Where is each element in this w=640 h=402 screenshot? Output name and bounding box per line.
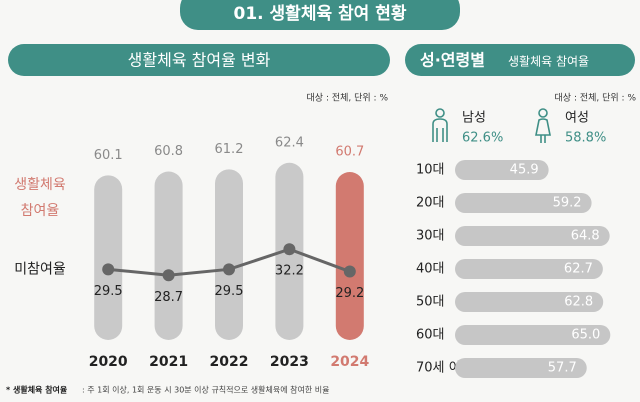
bar-value-label: 60.7	[335, 145, 364, 160]
bar	[455, 226, 610, 246]
bar-value-label: 45.9	[510, 163, 539, 178]
bar-value-label: 62.8	[564, 295, 593, 310]
y-tick-label: 50대	[416, 295, 445, 310]
line-value-label: 28.7	[154, 290, 183, 305]
footnote-text: : 주 1회 이상, 1회 운동 시 30분 이상 규칙적으로 생활체육에 참여…	[82, 385, 329, 395]
line-value-label: 29.5	[215, 284, 244, 299]
bar-value-label: 62.4	[275, 135, 304, 150]
bar-value-label: 57.7	[548, 361, 577, 376]
legend-label: 생활체육 참여율	[14, 177, 66, 219]
gender-value: 58.8%	[565, 131, 606, 146]
x-tick-label: 2021	[149, 354, 188, 370]
x-tick-label: 2020	[89, 354, 128, 370]
bar	[215, 169, 243, 340]
line-point	[223, 263, 235, 276]
bar	[94, 175, 123, 340]
male-icon	[432, 108, 448, 142]
line-point	[343, 265, 356, 278]
bar-value-label: 65.0	[571, 328, 600, 343]
bar-value-label: 60.8	[154, 144, 183, 159]
female-icon	[535, 108, 551, 143]
header-title: 01. 생활체육 참여 현황	[234, 3, 407, 24]
bar	[335, 172, 364, 340]
x-tick-label: 2024	[330, 354, 369, 370]
line-value-label: 29.2	[335, 286, 364, 301]
bar	[455, 259, 603, 279]
line-point	[102, 263, 115, 276]
gender-value: 62.6%	[462, 131, 503, 146]
legend-label: 미참여율	[14, 261, 66, 277]
x-tick-label: 2023	[270, 354, 309, 370]
bar-value-label: 64.8	[571, 229, 600, 244]
line-point	[162, 269, 175, 282]
x-tick-label: 2022	[210, 354, 249, 370]
panel-title: 생활체육 참여율 변화	[128, 51, 271, 70]
bar-value-label: 60.1	[94, 148, 123, 163]
bar	[455, 358, 587, 378]
bar	[455, 160, 549, 180]
unit-note: 대상 : 전체, 단위 : %	[307, 93, 389, 104]
bar	[455, 292, 604, 312]
panel-title-bg	[8, 44, 390, 76]
line-value-label: 32.2	[275, 264, 304, 279]
panel-subtitle: 생활체육 참여율	[508, 55, 589, 69]
bar	[154, 171, 183, 340]
y-tick-label: 40대	[416, 262, 445, 277]
bar-value-label: 59.2	[553, 196, 582, 211]
gender-label: 남성	[462, 111, 486, 126]
y-tick-label: 10대	[416, 163, 445, 178]
footnote-term: * 생활체육 참여율	[6, 385, 68, 395]
bar-value-label: 62.7	[564, 262, 593, 277]
panel-title-bg	[405, 44, 635, 76]
bar-value-label: 61.2	[215, 142, 244, 157]
line-value-label: 29.5	[94, 284, 123, 299]
y-tick-label: 30대	[416, 229, 445, 244]
y-tick-label: 20대	[416, 196, 445, 211]
bar	[455, 193, 592, 213]
unit-note: 대상 : 전체, 단위 : %	[555, 93, 637, 104]
bar	[455, 325, 611, 345]
line-point	[283, 243, 296, 256]
header-banner	[180, 0, 460, 30]
gender-label: 여성	[565, 111, 589, 126]
y-tick-label: 60대	[416, 328, 445, 343]
panel-title: 성·연령별	[420, 51, 485, 70]
